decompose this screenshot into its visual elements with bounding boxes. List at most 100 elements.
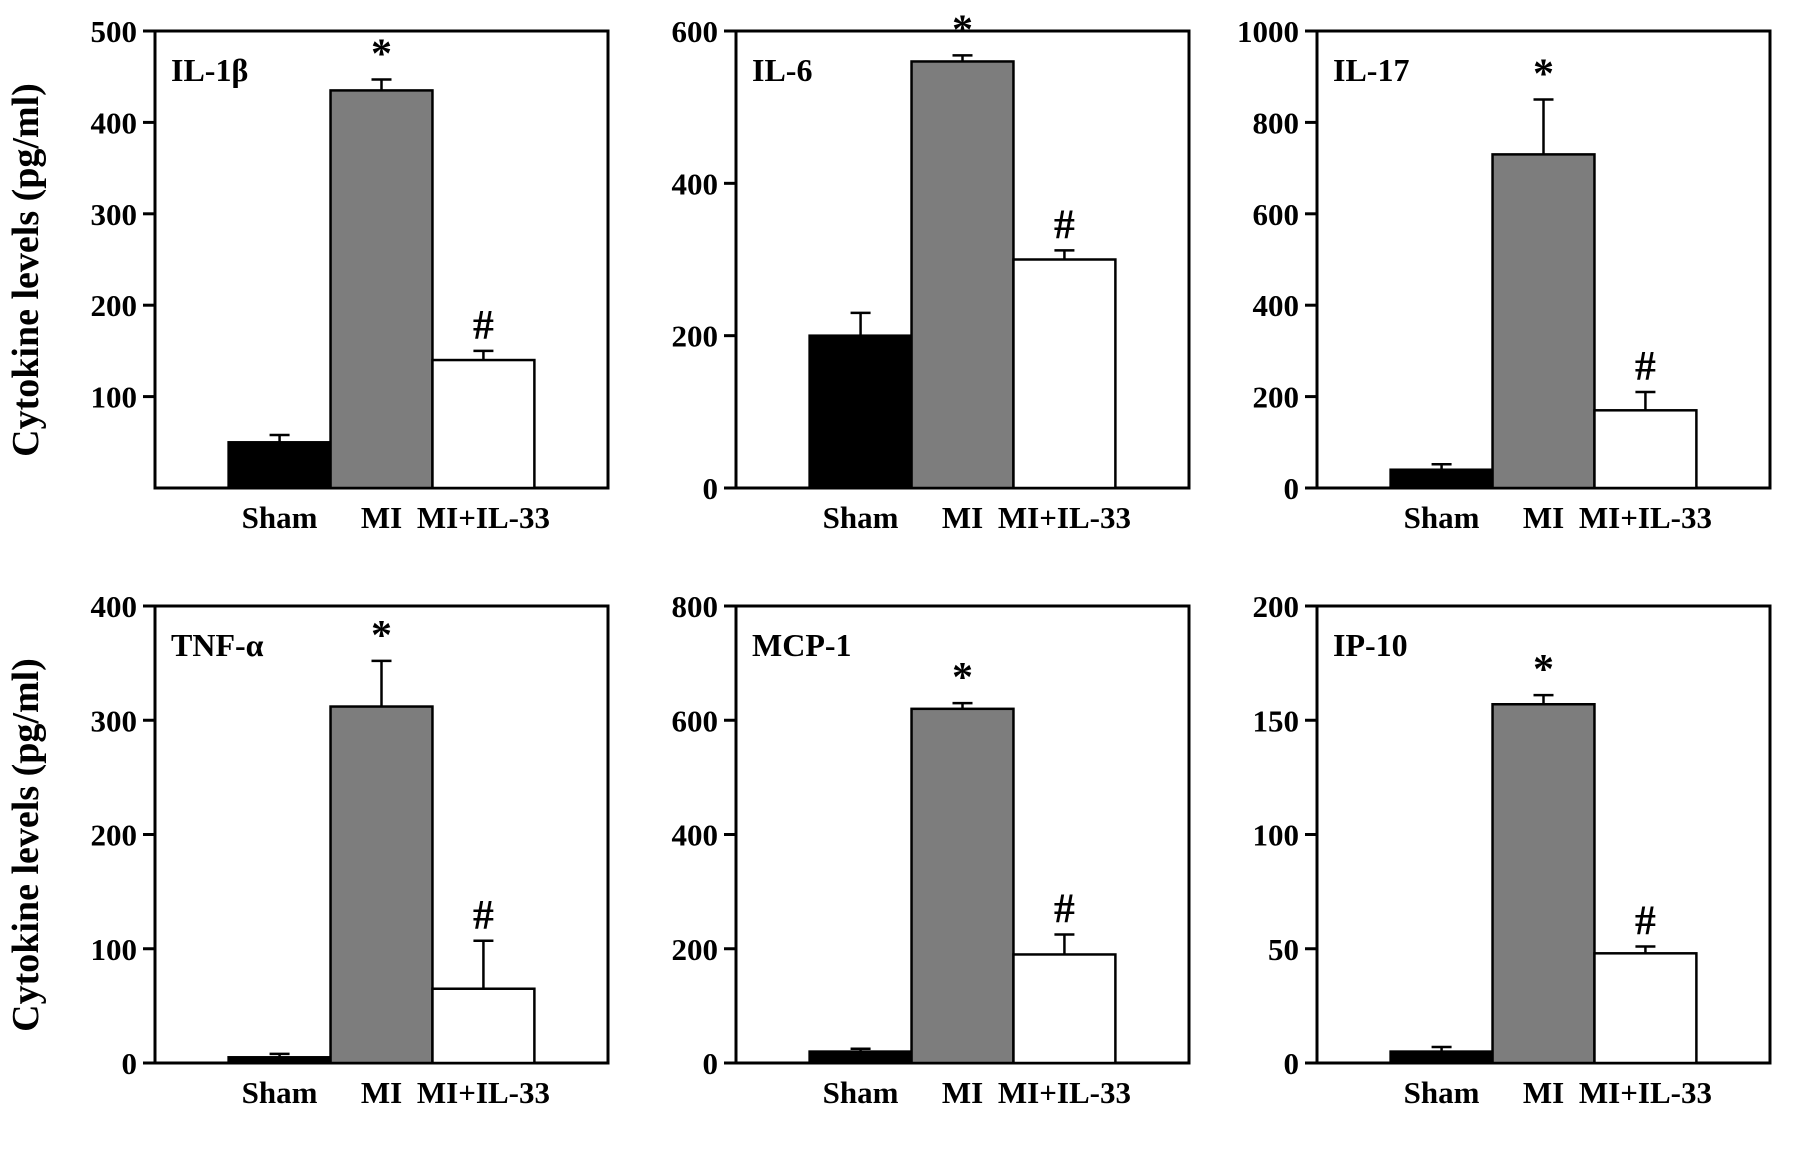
chart-row-bottom: Cytokine levels (pg/ml) 0 100 200 300 400 Sha… <box>0 575 1795 1150</box>
x-category-label: MI <box>361 1075 402 1110</box>
y-tick-label: 600 <box>1253 197 1300 232</box>
y-tick-label: 1000 <box>1237 15 1299 49</box>
y-tick-label: 300 <box>91 703 138 738</box>
y-tick-label: 200 <box>1253 380 1300 415</box>
y-tick-label: 0 <box>703 1046 719 1081</box>
x-category-label: MI <box>942 500 983 535</box>
chart-panel-il17: 0 200 400 600 800 1000 Sham * MI # MI+IL-33 IL-17 <box>1214 0 1795 575</box>
panel-title: IL-1β <box>171 52 248 88</box>
y-tick-label: 800 <box>1253 105 1300 140</box>
y-tick-label: 400 <box>1253 288 1300 323</box>
bar-chart-mcp1: 0 200 400 600 800 Sham * MI # MI+IL-33 MCP-1 <box>672 590 1191 1110</box>
bar-MI+IL-33 <box>1593 409 1698 490</box>
y-axis-label-column-top: Cytokine levels (pg/ml) <box>0 0 52 575</box>
y-tick-label: 400 <box>91 590 138 624</box>
panel-title: MCP-1 <box>752 627 852 663</box>
significance-marker: # <box>473 303 494 349</box>
chart-panel-mcp1: 0 200 400 600 800 Sham * MI # MI+IL-33 MCP-1 <box>633 575 1214 1150</box>
x-category-label: MI+IL-33 <box>998 500 1131 535</box>
chart-panel-ip10: 0 50 100 150 200 Sham * MI # MI+IL-33 IP-10 <box>1214 575 1795 1150</box>
significance-marker: * <box>952 655 973 701</box>
bar-MI+IL-33 <box>1012 953 1117 1065</box>
y-tick-label: 400 <box>672 166 719 201</box>
y-axis-label-top: Cytokine levels (pg/ml) <box>5 83 47 458</box>
x-category-label: Sham <box>242 1075 318 1110</box>
bar-Sham <box>1389 468 1494 490</box>
chart-row-top: Cytokine levels (pg/ml) 100 200 300 400 500 S… <box>0 0 1795 575</box>
significance-marker: * <box>371 31 392 77</box>
y-tick-label: 200 <box>91 288 138 323</box>
y-axis-label-bottom: Cytokine levels (pg/ml) <box>5 658 47 1033</box>
bar-Sham <box>227 441 332 490</box>
x-category-label: MI+IL-33 <box>1579 500 1712 535</box>
chart-panel-tnfa: 0 100 200 300 400 Sham * MI # MI+IL-33 TNF-α <box>52 575 633 1150</box>
y-axis-label-column-bottom: Cytokine levels (pg/ml) <box>0 575 52 1150</box>
x-category-label: MI+IL-33 <box>417 500 550 535</box>
x-category-label: Sham <box>823 500 899 535</box>
bar-Sham <box>1389 1050 1494 1065</box>
x-category-label: Sham <box>242 500 318 535</box>
bar-Sham <box>808 334 913 490</box>
x-category-label: MI+IL-33 <box>417 1075 550 1110</box>
y-tick-label: 100 <box>91 932 138 967</box>
x-category-label: MI+IL-33 <box>1579 1075 1712 1110</box>
significance-marker: * <box>1533 647 1554 693</box>
significance-marker: # <box>1054 202 1075 248</box>
bar-MI <box>329 89 434 490</box>
significance-marker: # <box>473 893 494 939</box>
bar-MI <box>910 707 1015 1065</box>
significance-marker: * <box>952 15 973 53</box>
y-tick-label: 800 <box>672 590 719 624</box>
y-tick-label: 100 <box>91 380 138 415</box>
y-tick-label: 300 <box>91 197 138 232</box>
x-category-label: Sham <box>1404 1075 1480 1110</box>
bar-MI+IL-33 <box>431 987 536 1065</box>
bar-chart-il6: 0 200 400 600 Sham * MI # MI+IL-33 IL-6 <box>672 15 1191 535</box>
chart-panel-il6: 0 200 400 600 Sham * MI # MI+IL-33 IL-6 <box>633 0 1214 575</box>
y-tick-label: 500 <box>91 15 138 49</box>
y-tick-label: 200 <box>91 818 138 853</box>
bar-chart-il17: 0 200 400 600 800 1000 Sham * MI # MI+IL-33 IL-17 <box>1237 15 1772 535</box>
significance-marker: # <box>1635 898 1656 944</box>
bar-MI <box>1491 153 1596 490</box>
panel-title: TNF-α <box>171 627 264 663</box>
panel-title: IL-17 <box>1333 52 1409 88</box>
y-tick-label: 400 <box>672 818 719 853</box>
x-category-label: Sham <box>823 1075 899 1110</box>
bar-MI <box>910 60 1015 490</box>
bar-MI <box>329 705 434 1065</box>
bar-MI <box>1491 703 1596 1065</box>
bar-chart-ip10: 0 50 100 150 200 Sham * MI # MI+IL-33 IP-10 <box>1253 590 1772 1110</box>
x-category-label: MI <box>942 1075 983 1110</box>
y-tick-label: 0 <box>1284 471 1300 506</box>
y-tick-label: 600 <box>672 703 719 738</box>
bar-Sham <box>808 1050 913 1065</box>
significance-marker: # <box>1054 886 1075 932</box>
x-category-label: Sham <box>1404 500 1480 535</box>
bar-Sham <box>227 1056 332 1065</box>
x-category-label: MI+IL-33 <box>998 1075 1131 1110</box>
y-tick-label: 100 <box>1253 818 1300 853</box>
bar-MI+IL-33 <box>431 358 536 490</box>
bar-MI+IL-33 <box>1593 952 1698 1065</box>
panel-title: IP-10 <box>1333 627 1408 663</box>
y-tick-label: 200 <box>1253 590 1300 624</box>
chart-panel-il1b: 100 200 300 400 500 Sham * MI # MI+IL-33 IL-1β <box>52 0 633 575</box>
y-tick-label: 0 <box>1284 1046 1300 1081</box>
significance-marker: * <box>1533 52 1554 98</box>
significance-marker: * <box>371 613 392 659</box>
y-tick-label: 0 <box>122 1046 138 1081</box>
y-tick-label: 600 <box>672 15 719 49</box>
y-tick-label: 50 <box>1268 932 1299 967</box>
x-category-label: MI <box>361 500 402 535</box>
significance-marker: # <box>1635 344 1656 390</box>
y-tick-label: 400 <box>91 105 138 140</box>
panel-title: IL-6 <box>752 52 812 88</box>
y-tick-label: 200 <box>672 932 719 967</box>
bar-chart-il1b: 100 200 300 400 500 Sham * MI # MI+IL-33 IL-1β <box>91 15 610 535</box>
y-tick-label: 0 <box>703 471 719 506</box>
bar-chart-tnfa: 0 100 200 300 400 Sham * MI # MI+IL-33 TNF-α <box>91 590 610 1110</box>
y-tick-label: 150 <box>1253 703 1300 738</box>
bar-MI+IL-33 <box>1012 258 1117 490</box>
